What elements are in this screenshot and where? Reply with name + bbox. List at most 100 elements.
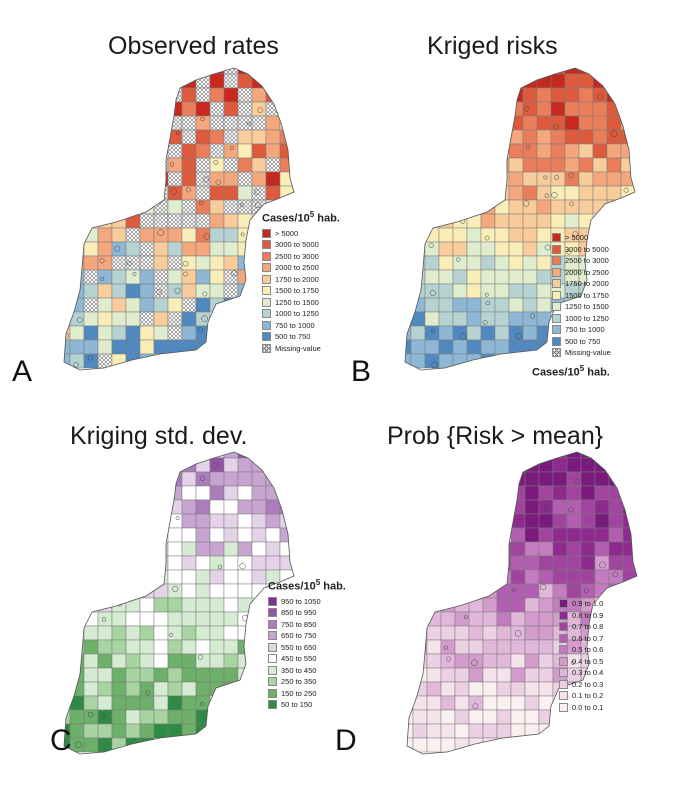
map-cell — [125, 227, 141, 243]
map-cell — [83, 723, 99, 739]
map-cell — [181, 269, 197, 285]
map-cell — [608, 555, 624, 571]
municipality-marker — [495, 189, 502, 197]
map-cell — [181, 527, 197, 543]
municipality-marker — [584, 588, 589, 593]
map-cell — [181, 241, 197, 257]
map-cell — [181, 541, 197, 557]
map-cell — [125, 311, 141, 327]
map-cell — [69, 325, 85, 341]
map-cell — [153, 695, 169, 711]
municipality-marker — [201, 315, 208, 322]
map-cell — [494, 255, 510, 271]
map-cell — [251, 171, 267, 187]
map-cell — [209, 471, 225, 487]
map-cell — [480, 241, 496, 257]
map-cell — [251, 115, 267, 131]
map-cell — [181, 283, 197, 299]
map-cell — [594, 457, 610, 473]
map-cell — [468, 681, 484, 697]
map-cell — [167, 115, 183, 131]
municipality-marker — [443, 645, 449, 651]
legend-item: 500 to 750 — [262, 331, 340, 342]
map-cell — [195, 569, 211, 585]
map-cell — [69, 723, 85, 739]
legend-label: 50 to 150 — [281, 700, 313, 710]
map-cell — [466, 311, 482, 327]
map-cell — [510, 541, 526, 557]
legend-label: 850 to 950 — [281, 608, 317, 618]
map-cell — [139, 339, 155, 355]
legend-item: 750 to 1000 — [552, 324, 611, 335]
map-cell — [468, 625, 484, 641]
map-cell — [522, 115, 538, 131]
map-cell — [111, 227, 127, 243]
map-cell — [524, 639, 540, 655]
map-cell — [167, 611, 183, 627]
map-cell — [125, 611, 141, 627]
map-cell — [594, 485, 610, 501]
map-cell — [181, 339, 197, 355]
map-cell — [167, 87, 183, 103]
map-cell — [265, 157, 281, 173]
map-cell — [452, 283, 468, 299]
map-cell — [508, 143, 524, 159]
legend-item: 0.0 to 0.1 — [559, 702, 603, 713]
municipality-marker — [488, 204, 493, 209]
map-cells — [64, 452, 294, 753]
legend-label: 3000 to 5000 — [565, 244, 609, 254]
map-cell — [552, 485, 568, 501]
map-cell — [251, 457, 267, 473]
map-cell — [482, 723, 498, 739]
map-cell — [578, 143, 594, 159]
region-boundary — [63, 67, 295, 371]
municipality-marker — [429, 290, 436, 296]
map-cell — [209, 213, 225, 229]
map-cell — [578, 171, 594, 187]
map-cell — [426, 709, 442, 725]
municipality-marker — [554, 175, 559, 180]
municipality-marker — [202, 291, 208, 297]
map-cell — [209, 541, 225, 557]
map-cell — [181, 583, 197, 599]
map-cell — [181, 513, 197, 529]
map-cell — [524, 555, 540, 571]
map-cell — [279, 129, 294, 145]
map-cell — [153, 227, 169, 243]
map-cell — [251, 185, 267, 201]
map-cell — [566, 452, 582, 459]
map-cell — [195, 143, 211, 159]
map-cell — [111, 681, 127, 697]
map-cell — [538, 611, 554, 627]
municipality-marker — [514, 630, 522, 637]
map-cell — [538, 485, 554, 501]
map-cell — [69, 709, 85, 725]
map-cell — [608, 527, 624, 543]
map-cell — [524, 569, 540, 585]
map-cell — [237, 527, 253, 543]
map-cell — [125, 241, 141, 257]
legend-label: 650 to 750 — [281, 631, 317, 641]
map-cell — [536, 255, 552, 271]
map-cell — [195, 499, 211, 515]
map-cell — [181, 681, 197, 697]
map-cell — [552, 569, 568, 585]
map-cell — [508, 311, 524, 327]
legend-item: 650 to 750 — [268, 630, 346, 641]
map-cell — [209, 157, 225, 173]
map-cell — [466, 269, 482, 285]
map-cell — [167, 499, 183, 515]
municipality-marker — [456, 257, 461, 262]
municipality-marker — [566, 249, 572, 255]
municipality-marker — [169, 632, 174, 637]
map-cell — [69, 283, 85, 299]
map-cell — [536, 87, 552, 103]
map-cell — [466, 297, 482, 313]
legend-item: > 5000 — [262, 228, 340, 239]
map-cell — [508, 255, 524, 271]
map-cell — [195, 625, 211, 641]
map-cell — [195, 101, 211, 117]
map-cell — [167, 527, 183, 543]
legend-item: 0.1 to 0.2 — [559, 690, 603, 701]
map-cell — [139, 325, 155, 341]
